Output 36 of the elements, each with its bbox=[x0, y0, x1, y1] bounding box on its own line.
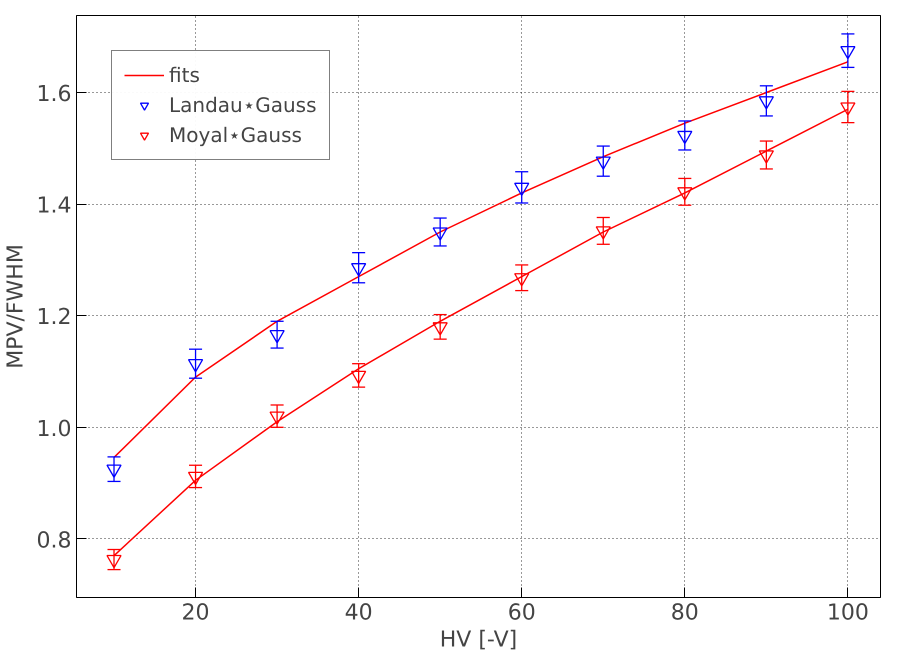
point bbox=[350, 370, 366, 384]
x-tick-label: 40 bbox=[344, 600, 373, 626]
y-tick-label: 0.8 bbox=[36, 528, 72, 554]
point bbox=[514, 182, 530, 196]
point bbox=[350, 263, 366, 276]
legend-label: Moyal⋆Gauss bbox=[169, 123, 302, 147]
point bbox=[432, 227, 448, 241]
y-tick-label: 1.0 bbox=[36, 416, 72, 442]
point bbox=[106, 464, 122, 478]
x-tick-label: 100 bbox=[826, 600, 869, 626]
y-tick-label: 1.4 bbox=[36, 194, 72, 219]
legend-label: Landau⋆Gauss bbox=[169, 93, 316, 117]
y-tick-label: 1.6 bbox=[36, 82, 72, 108]
x-tick-label: 80 bbox=[670, 600, 699, 626]
point bbox=[840, 46, 856, 60]
line-series bbox=[113, 61, 849, 458]
point bbox=[596, 156, 611, 170]
x-tick-label: 20 bbox=[182, 600, 210, 626]
point bbox=[188, 472, 204, 486]
point bbox=[758, 96, 774, 110]
point bbox=[514, 273, 530, 286]
point bbox=[840, 102, 856, 116]
y-tick-label: 1.2 bbox=[36, 305, 72, 330]
point bbox=[188, 359, 204, 372]
x-tick-label: 60 bbox=[508, 600, 536, 626]
point bbox=[677, 130, 692, 144]
point bbox=[758, 150, 774, 164]
point bbox=[596, 226, 611, 240]
legend-label: fits bbox=[169, 63, 200, 87]
y-axis-title: MPV/FWHM bbox=[4, 244, 29, 369]
x-axis-title: HV [-V] bbox=[440, 628, 518, 652]
point bbox=[432, 322, 448, 336]
point bbox=[677, 187, 692, 201]
point bbox=[269, 330, 285, 344]
point bbox=[106, 554, 122, 568]
point bbox=[269, 411, 285, 425]
